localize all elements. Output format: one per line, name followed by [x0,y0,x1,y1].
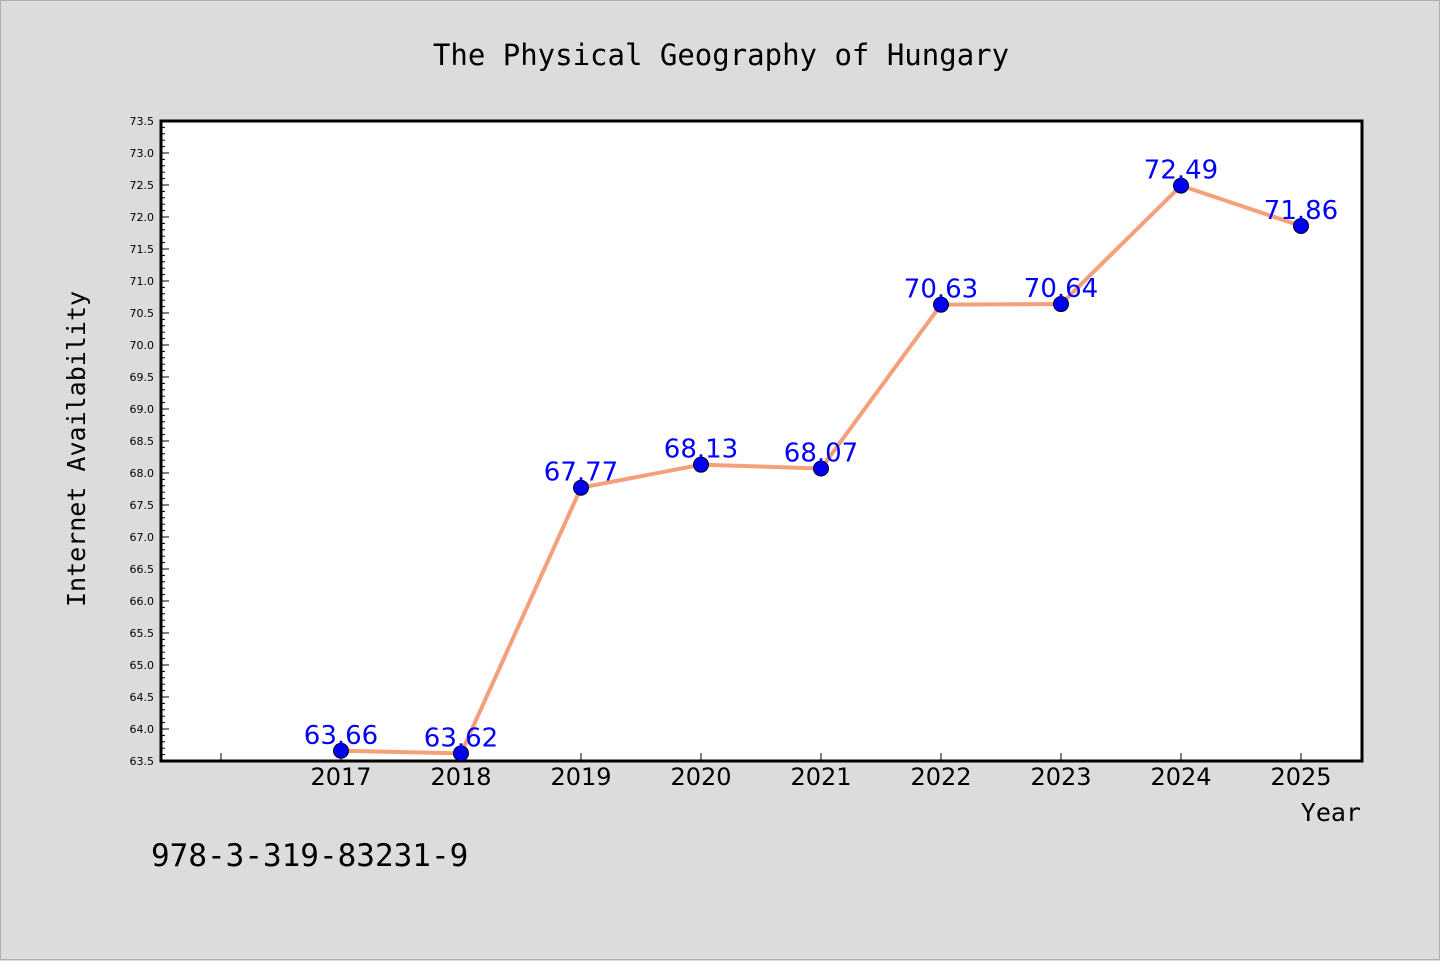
y-tick-label: 70.5 [130,307,155,320]
data-label: 72.49 [1144,156,1218,186]
data-label: 68.07 [784,439,858,469]
y-axis-ticks: 63.5 64.0 64.5 65.0 65.5 66.0 66.5 67.0 67.5 68.0… [130,115,169,768]
data-point [933,296,949,313]
data-label: 70.63 [904,275,978,305]
y-tick-label: 68.5 [130,435,155,448]
data-point [453,745,469,762]
x-tick-label: 2018 [430,763,491,791]
y-tick-label: 73.5 [130,115,155,128]
x-tick-label: 2025 [1270,763,1331,791]
series-internet-availability: 63.66 63.62 67.77 68.13 68.07 70.63 70.64 72.49… [304,156,1338,762]
plot-area [159,119,1364,763]
y-tick-label: 63.5 [130,755,155,768]
data-label: 63.62 [424,723,498,753]
y-tick-label: 67.5 [130,499,155,512]
data-point [1053,296,1069,313]
y-tick-label: 71.5 [130,243,155,256]
data-point [333,742,349,759]
isbn-text: 978-3-319-83231-9 [151,838,468,874]
x-tick-label: 2020 [670,763,731,791]
y-tick-label: 65.5 [130,627,155,640]
x-tick-label: 2024 [1150,763,1211,791]
chart-title: The Physical Geography of Hungary [433,38,1009,72]
x-axis-label: Year [1301,798,1361,827]
y-tick-label: 71.0 [130,275,155,288]
x-tick-label: 2019 [550,763,611,791]
y-tick-label: 64.5 [130,691,155,704]
y-tick-label: 66.5 [130,563,155,576]
x-tick-label: 2021 [790,763,851,791]
x-tick-label: 2022 [910,763,971,791]
data-point [1293,217,1309,234]
data-point [1173,177,1189,194]
data-point [813,460,829,477]
y-tick-label: 72.0 [130,211,155,224]
data-label: 67.77 [544,458,618,488]
data-point [693,456,709,473]
y-axis-label: Internet Availability [62,291,91,607]
x-tick-label: 2017 [310,763,371,791]
y-tick-label: 73.0 [130,147,155,160]
data-label: 63.66 [304,721,378,751]
y-tick-label: 66.0 [130,595,155,608]
y-tick-label: 68.0 [130,467,155,480]
data-point [573,479,589,496]
y-tick-label: 64.0 [130,723,155,736]
y-tick-label: 69.5 [130,371,155,384]
x-tick-label: 2023 [1030,763,1091,791]
y-tick-label: 70.0 [130,339,155,352]
y-tick-label: 69.0 [130,403,155,416]
y-tick-label: 72.5 [130,179,155,192]
y-tick-label: 67.0 [130,531,155,544]
data-label: 70.64 [1024,274,1098,304]
data-label: 68.13 [664,435,738,465]
data-label: 71.86 [1264,196,1338,226]
y-tick-label: 65.0 [130,659,155,672]
